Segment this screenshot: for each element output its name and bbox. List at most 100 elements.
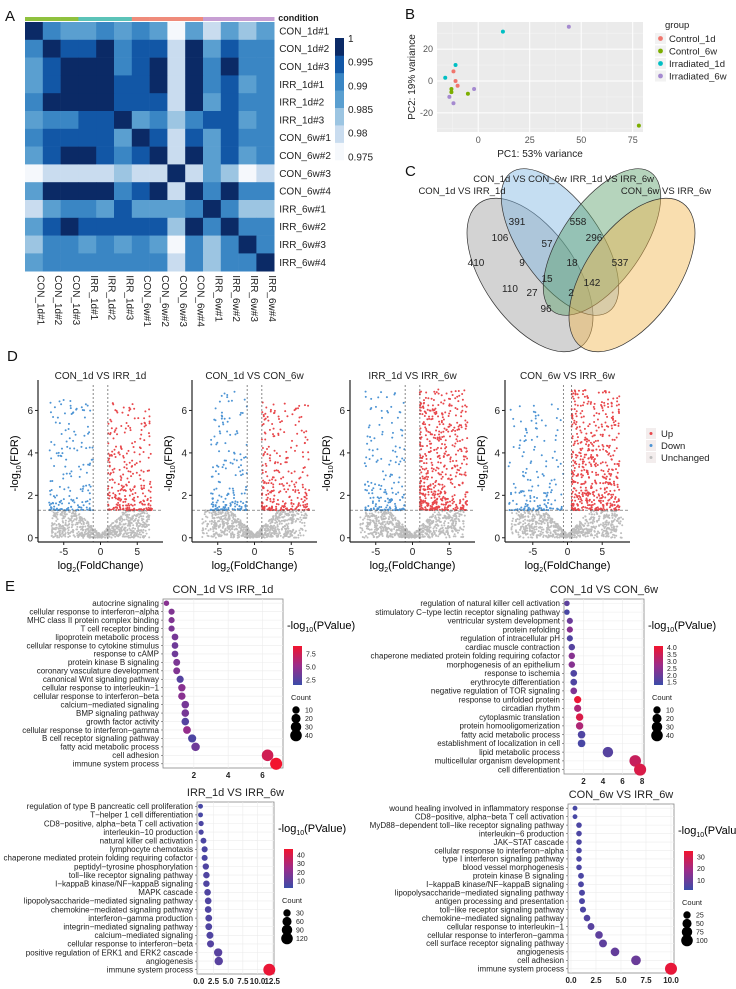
down-point (235, 430, 238, 433)
unchanged-point (596, 520, 599, 523)
unchanged-point (512, 517, 515, 520)
down-point (229, 433, 232, 436)
up-point (424, 434, 427, 437)
unchanged-point (389, 511, 392, 514)
unchanged-point (544, 534, 547, 537)
unchanged-point (540, 514, 543, 517)
unchanged-point (225, 514, 228, 517)
x-tick-label: 0 (476, 135, 481, 145)
unchanged-point (131, 515, 134, 518)
down-point (213, 488, 216, 491)
unchanged-point (387, 512, 390, 515)
unchanged-point (439, 513, 442, 516)
unchanged-point (216, 516, 219, 519)
unchanged-point (395, 528, 398, 531)
down-point (526, 478, 529, 481)
up-point (261, 471, 264, 474)
down-point (516, 508, 519, 511)
unchanged-point (64, 523, 67, 526)
down-point (380, 506, 383, 509)
up-point (433, 433, 436, 436)
down-point (537, 414, 540, 417)
up-point (303, 505, 306, 508)
down-point (401, 485, 404, 488)
up-point (440, 419, 443, 422)
heatmap-cell (203, 217, 222, 236)
up-point (463, 458, 466, 461)
heatmap-cell (114, 111, 133, 130)
up-point (119, 506, 122, 509)
up-point (108, 454, 111, 457)
heatmap-cell (42, 111, 61, 130)
unchanged-point (280, 519, 283, 522)
up-point (451, 459, 454, 462)
unchanged-point (139, 523, 142, 526)
unchanged-point (74, 510, 77, 513)
up-point (297, 407, 300, 410)
up-point (270, 482, 273, 485)
unchanged-point (511, 532, 514, 535)
up-point (125, 467, 128, 470)
up-point (115, 427, 118, 430)
unchanged-point (368, 512, 371, 515)
unchanged-point (134, 531, 137, 534)
unchanged-point (67, 535, 70, 538)
down-point (219, 432, 222, 435)
down-point (48, 503, 51, 506)
heatmap-cell (96, 235, 115, 254)
down-point (376, 459, 379, 462)
unchanged-point (361, 535, 364, 538)
up-point (305, 497, 308, 500)
unchanged-point (141, 519, 144, 522)
unchanged-point (94, 534, 97, 537)
up-point (108, 497, 111, 500)
y-tick-label: 6 (339, 406, 345, 417)
unchanged-point (105, 534, 108, 537)
up-point (260, 438, 263, 441)
unchanged-point (125, 532, 128, 535)
down-point (537, 484, 540, 487)
x-tick-label: -5 (371, 547, 380, 558)
unchanged-point (223, 517, 226, 520)
up-point (431, 417, 434, 420)
heatmap-cell (131, 128, 150, 147)
unchanged-point (461, 533, 464, 536)
down-point (545, 495, 548, 498)
unchanged-point (461, 520, 464, 523)
down-point (50, 457, 53, 460)
unchanged-point (539, 534, 542, 537)
up-point (272, 433, 275, 436)
up-point (269, 498, 272, 501)
down-point (58, 501, 61, 504)
down-point (550, 489, 553, 492)
unchanged-point (448, 516, 451, 519)
heatmap-cell (256, 235, 275, 254)
unchanged-point (133, 510, 136, 513)
up-point (464, 419, 467, 422)
up-point (301, 471, 304, 474)
unchanged-point (557, 533, 560, 536)
unchanged-point (97, 534, 100, 537)
down-point (76, 449, 79, 452)
up-point (140, 433, 143, 436)
pca-point (566, 24, 571, 29)
unchanged-point (206, 534, 209, 537)
up-point (121, 411, 124, 414)
heatmap-cell (256, 200, 275, 219)
up-point (298, 416, 301, 419)
down-point (402, 493, 405, 496)
down-point (226, 430, 229, 433)
unchanged-point (114, 520, 117, 523)
up-point (275, 505, 278, 508)
down-point (86, 500, 89, 503)
colorbar-segment (335, 90, 344, 109)
up-point (114, 429, 117, 432)
down-point (68, 447, 71, 450)
down-point (380, 484, 383, 487)
unchanged-point (301, 521, 304, 524)
down-point (378, 484, 381, 487)
unchanged-point (110, 523, 113, 526)
unchanged-point (452, 514, 455, 517)
up-point (453, 464, 456, 467)
up-point (426, 488, 429, 491)
